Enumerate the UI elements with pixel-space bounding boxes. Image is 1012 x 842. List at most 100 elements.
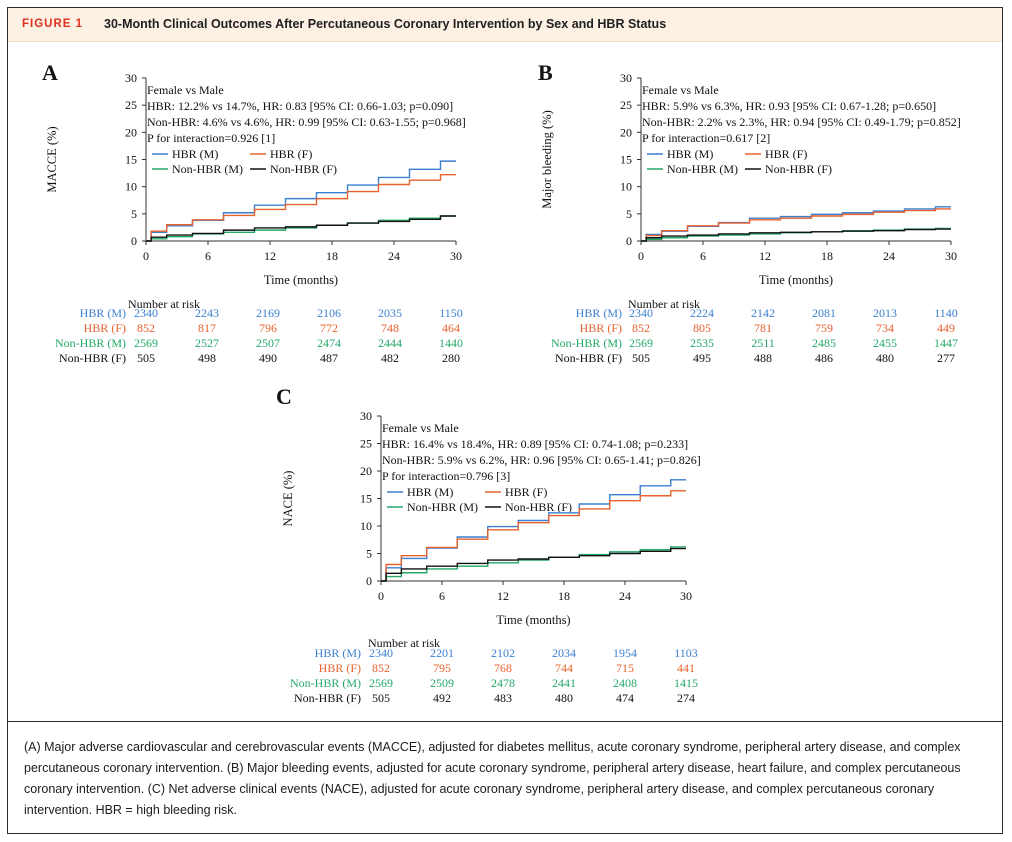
panel-b-risk-cell: 2013 <box>873 306 897 320</box>
panel-c-risk-cell: 1954 <box>613 646 637 660</box>
panel-b-y-tick-label: 30 <box>620 71 632 85</box>
panel-a-risk-cell: 796 <box>259 321 277 335</box>
panel-b-risk-cell: 1447 <box>934 336 958 350</box>
panel-b-risk-cell: 852 <box>632 321 650 335</box>
panel-c-risk-cell: 2102 <box>491 646 515 660</box>
panel-b-risk-cell: 486 <box>815 351 833 365</box>
panel-a-x-tick-label: 30 <box>450 249 462 263</box>
panel-b-x-tick-label: 0 <box>638 249 644 263</box>
panel-a-x-tick-label: 18 <box>326 249 338 263</box>
panel-c-risk-cell: 483 <box>494 691 512 705</box>
panel-c-risk-cell: 2441 <box>552 676 576 690</box>
panel-b-risk-cell: 2142 <box>751 306 775 320</box>
panel-c-y-tick-label: 5 <box>366 547 372 561</box>
panel-b-y-axis-label: Major bleeding (%) <box>540 110 554 209</box>
panel-b-legend-label: Non-HBR (F) <box>765 162 832 176</box>
panel-b-risk-cell: 759 <box>815 321 833 335</box>
panel-a-x-tick-label: 24 <box>388 249 400 263</box>
panel-c-legend-label: HBR (M) <box>407 485 453 499</box>
figure-caption: (A) Major adverse cardiovascular and cer… <box>24 740 961 817</box>
panel-a-y-tick-label: 20 <box>125 125 137 139</box>
panel-c-legend-label: Non-HBR (F) <box>505 500 572 514</box>
panel-b-annotation-line: HBR: 5.9% vs 6.3%, HR: 0.93 [95% CI: 0.6… <box>642 99 936 113</box>
panel-b-risk-cell: 2511 <box>751 336 775 350</box>
panel-b-risk-cell: 2081 <box>812 306 836 320</box>
panel-b-series-line <box>641 228 951 242</box>
panel-c-legend-label: HBR (F) <box>505 485 547 499</box>
panel-b-series-line <box>641 208 951 242</box>
panel-b-x-tick-label: 24 <box>883 249 895 263</box>
panel-c-risk-cell: 795 <box>433 661 451 675</box>
panel-c-x-tick-label: 30 <box>680 589 692 603</box>
panel-c-risk-row-label: HBR (F) <box>319 661 361 675</box>
panel-b-y-tick-label: 5 <box>626 207 632 221</box>
panel-a-risk-cell: 2474 <box>317 336 341 350</box>
panel-b-risk-cell: 734 <box>876 321 894 335</box>
panel-c-risk-cell: 505 <box>372 691 390 705</box>
panel-a-risk-cell: 2569 <box>134 336 158 350</box>
panel-b-y-tick-label: 25 <box>620 98 632 112</box>
panel-b-risk-cell: 2224 <box>690 306 714 320</box>
panel-a-y-tick-label: 0 <box>131 234 137 248</box>
panel-b-x-axis-label: Time (months) <box>759 273 833 287</box>
panel-a-legend-label: HBR (M) <box>172 147 218 161</box>
panel-a-x-tick-label: 6 <box>205 249 211 263</box>
panel-a-risk-cell: 490 <box>259 351 277 365</box>
panel-a-x-tick-label: 12 <box>264 249 276 263</box>
figure-title: 30-Month Clinical Outcomes After Percuta… <box>104 17 667 31</box>
panel-c-x-tick-label: 24 <box>619 589 631 603</box>
panel-a-risk-cell: 1440 <box>439 336 463 350</box>
panel-c-x-tick-label: 0 <box>378 589 384 603</box>
panel-b-x-tick-label: 30 <box>945 249 957 263</box>
panel-b-x-tick-label: 6 <box>700 249 706 263</box>
panel-b-x-tick-label: 12 <box>759 249 771 263</box>
panel-c-risk-cell: 2478 <box>491 676 515 690</box>
panel-b-risk-cell: 2569 <box>629 336 653 350</box>
figure-frame: FIGURE 1 30-Month Clinical Outcomes Afte… <box>7 7 1003 834</box>
panel-a-risk-cell: 2243 <box>195 306 219 320</box>
charts-canvas: A 0 5 10 15 20 25 30 0 6 12 18 24 30 Time (months) MACC… <box>42 60 961 705</box>
panel-b-annotation-line: Non-HBR: 2.2% vs 2.3%, HR: 0.94 [95% CI:… <box>642 115 961 129</box>
panel-a-x-axis-label: Time (months) <box>264 273 338 287</box>
panel-c-x-tick-label: 6 <box>439 589 445 603</box>
panel-c-y-tick-label: 15 <box>360 492 372 506</box>
panel-a-risk-cell: 772 <box>320 321 338 335</box>
panel-b-risk-cell: 449 <box>937 321 955 335</box>
panel-c-risk-cell: 441 <box>677 661 695 675</box>
panel-c-x-axis-label: Time (months) <box>496 613 570 627</box>
panel-b-risk-cell: 2485 <box>812 336 836 350</box>
panel-a-risk-cell: 2507 <box>256 336 280 350</box>
panel-c-risk-row-label: HBR (M) <box>315 646 361 660</box>
panel-b-letter: B <box>538 60 553 85</box>
panel-a-x-tick-label: 0 <box>143 249 149 263</box>
panel-a-series-line <box>146 215 456 242</box>
panel-c-risk-cell: 744 <box>555 661 573 675</box>
panel-c-risk-cell: 492 <box>433 691 451 705</box>
panel-b-risk-cell: 505 <box>632 351 650 365</box>
panel-b-legend-label: HBR (F) <box>765 147 807 161</box>
panel-c-letter: C <box>276 384 292 409</box>
panel-a-risk-cell: 464 <box>442 321 460 335</box>
panel-c-legend-label: Non-HBR (M) <box>407 500 478 514</box>
panel-b-risk-cell: 2535 <box>690 336 714 350</box>
panel-c-y-tick-label: 10 <box>360 519 372 533</box>
panel-a-risk-row-label: Non-HBR (M) <box>55 336 126 350</box>
panel-a-series-line <box>146 174 456 242</box>
panel-c-series-line <box>381 547 686 582</box>
panel-c-y-tick-label: 0 <box>366 574 372 588</box>
panel-a-risk-row-label: HBR (F) <box>84 321 126 335</box>
panel-c-risk-cell: 2509 <box>430 676 454 690</box>
panel-c-series-line <box>381 490 686 582</box>
panel-b-risk-cell: 488 <box>754 351 772 365</box>
panel-b-y-tick-label: 10 <box>620 180 632 194</box>
panel-c-series-line <box>381 546 686 582</box>
panel-a-risk-cell: 2035 <box>378 306 402 320</box>
panel-b-y-tick-label: 15 <box>620 153 632 167</box>
panel-c-x-tick-label: 18 <box>558 589 570 603</box>
panel-a-series-line <box>146 160 456 242</box>
panel-b-risk-heading: Number at risk <box>628 297 700 311</box>
panel-c-risk-cell: 2408 <box>613 676 637 690</box>
panel-c-annotation-line: Non-HBR: 5.9% vs 6.2%, HR: 0.96 [95% CI:… <box>382 453 701 467</box>
panel-b-risk-cell: 1140 <box>934 306 958 320</box>
panel-c-risk-cell: 2034 <box>552 646 576 660</box>
